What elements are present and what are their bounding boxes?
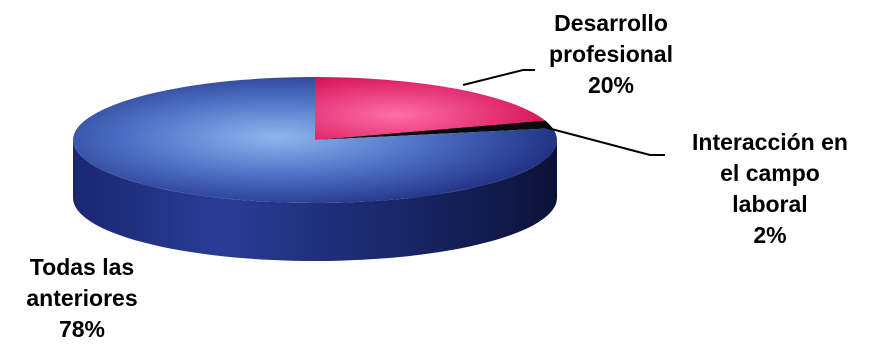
slice-value-label: 78% [59, 316, 105, 342]
slice-label-line: Interacción en [692, 129, 848, 155]
slice-label-line: Desarrollo [554, 10, 668, 36]
pie-slices [72, 77, 557, 203]
slice-label-line: profesional [549, 41, 673, 67]
slice-label-line: Todas las [30, 254, 134, 280]
slice-label-1: Interacción en el campo laboral 2% [692, 129, 848, 248]
slice-label-line: laboral [732, 191, 807, 217]
pie-slice-2 [72, 77, 557, 203]
slice-label-2: Todas las anteriores 78% [26, 254, 137, 342]
slice-label-0: Desarrollo profesional 20% [549, 10, 673, 98]
slice-value-label: 2% [753, 222, 786, 248]
pie-sides [73, 140, 557, 261]
slice-label-line: anteriores [26, 285, 137, 311]
slice-value-label: 20% [588, 72, 634, 98]
leader-line-0 [462, 69, 535, 86]
slice-labels: Desarrollo profesional 20% Interacción en el… [26, 10, 848, 342]
pie-slice-1 [315, 120, 553, 140]
leader-line-1 [543, 126, 665, 156]
pie-slice-0 [315, 77, 546, 140]
slice-label-line: el campo [720, 160, 820, 186]
pie-side-2 [73, 140, 557, 261]
leader-lines [462, 69, 665, 156]
